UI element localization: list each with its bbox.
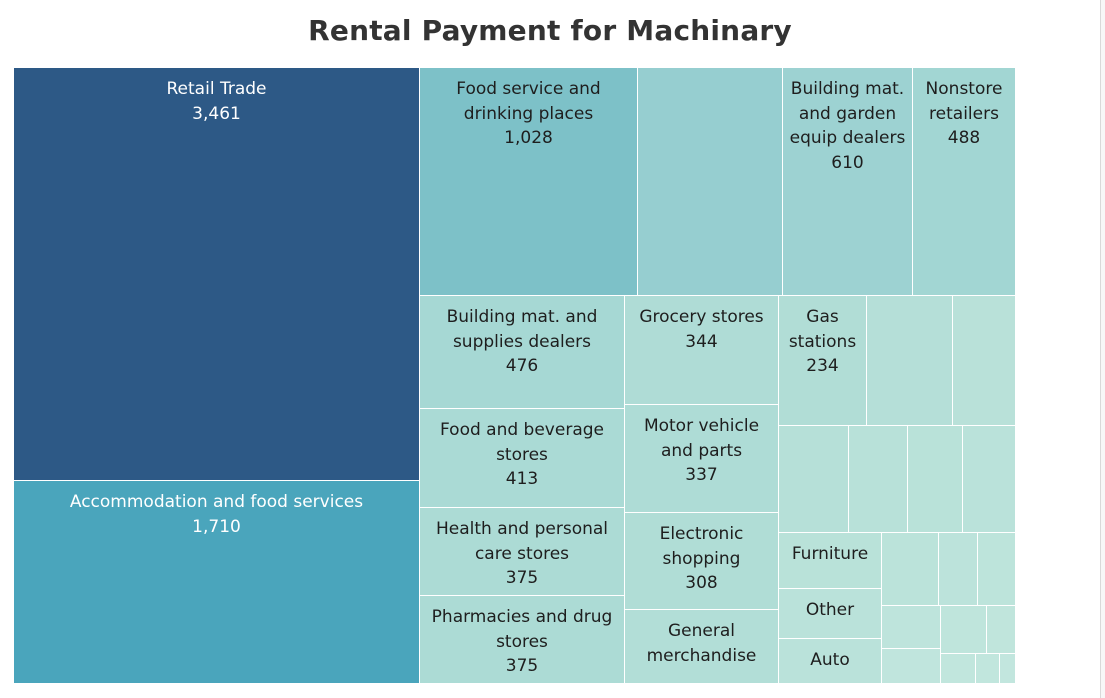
tile-label: Nonstore retailers 488 [917, 77, 1011, 151]
tile-name-line: Grocery stores [639, 307, 764, 327]
tile-name-line: Health and personal [435, 519, 609, 539]
tile-value: 375 [505, 568, 539, 588]
tile-name-line: merchandise [646, 645, 757, 666]
tile-label: Building mat. and garden equip dealers 610 [787, 77, 908, 175]
treemap-tile-unlabeled-3[interactable] [638, 68, 783, 296]
tile-label: Auto [783, 648, 877, 673]
treemap-tile-food-service-and-drinking-places[interactable]: Food service and drinking places 1,028 [420, 68, 638, 296]
tile-label: Food and beverage stores 413 [424, 418, 620, 492]
tile-value: 1,710 [192, 516, 241, 537]
tile-name-line: Accommodation and food services [69, 492, 364, 512]
tile-label: General merchandise [629, 619, 774, 668]
treemap-tile-accommodation-and-food-services[interactable]: Accommodation and food services 1,710 [14, 481, 420, 684]
treemap-tile-food-and-beverage-stores[interactable]: Food and beverage stores 413 [420, 409, 625, 508]
tile-value: 375 [505, 656, 539, 676]
treemap-tile-other[interactable]: Other [779, 589, 882, 639]
tile-name-line: drinking places [463, 103, 594, 124]
tile-label: Grocery stores 344 [629, 305, 774, 354]
treemap-tile-pharmacies-and-drug-stores[interactable]: Pharmacies and drug stores 375 [420, 596, 625, 684]
tile-name-line: care stores [474, 543, 570, 564]
tile-name-line: Pharmacies and drug [431, 607, 613, 627]
tile-label: Retail Trade 3,461 [18, 77, 415, 126]
tile-name-line: Other [805, 600, 855, 620]
tile-label: Other [783, 598, 877, 623]
treemap-tile-unlabeled-31[interactable] [941, 654, 976, 684]
tile-name-line: General [668, 621, 735, 641]
treemap-tile-unlabeled-20[interactable] [963, 426, 1016, 533]
tile-name-line: stores [496, 444, 548, 465]
treemap-tile-unlabeled-10[interactable] [953, 296, 1016, 426]
tile-label: Motor vehicle and parts 337 [629, 414, 774, 488]
treemap-tile-building-mat-and-supplies-dealers[interactable]: Building mat. and supplies dealers 476 [420, 296, 625, 409]
tile-name-line: Gas [806, 307, 839, 327]
tile-value: 488 [947, 128, 981, 148]
treemap-tile-unlabeled-30[interactable] [882, 649, 941, 684]
tile-value: 344 [685, 331, 718, 352]
tile-name-line: Building mat. [790, 79, 905, 99]
tile-name-line: retailers [929, 103, 999, 124]
tile-name-line: stores [496, 631, 548, 652]
treemap-tile-unlabeled-28[interactable] [941, 606, 987, 654]
treemap-tile-unlabeled-29[interactable] [987, 606, 1016, 654]
tile-name-line: shopping [662, 548, 741, 569]
treemap-tile-health-and-personal-care-stores[interactable]: Health and personal care stores 375 [420, 508, 625, 596]
tile-value: 610 [831, 152, 864, 173]
treemap-tile-gas-stations[interactable]: Gas stations 234 [779, 296, 867, 426]
tile-name-line: Food service and [456, 79, 601, 99]
tile-value: 3,461 [192, 103, 241, 124]
treemap-tile-motor-vehicle-and-parts[interactable]: Motor vehicle and parts 337 [625, 405, 779, 513]
tile-label: Building mat. and supplies dealers 476 [424, 305, 620, 379]
treemap-tile-retail-trade[interactable]: Retail Trade 3,461 [14, 68, 420, 481]
tile-label: Pharmacies and drug stores 375 [424, 605, 620, 679]
treemap-tile-electronic-shopping[interactable]: Electronic shopping 308 [625, 513, 779, 610]
treemap-tile-auto[interactable]: Auto [779, 639, 882, 684]
chart-title: Rental Payment for Machinary [308, 14, 792, 47]
treemap-tile-unlabeled-17[interactable] [779, 426, 849, 533]
tile-name-line: Retail Trade [166, 79, 267, 99]
tile-value: 337 [685, 465, 718, 485]
tile-name-line: Electronic [659, 524, 744, 544]
tile-name-line: Furniture [791, 544, 869, 564]
tile-label: Electronic shopping 308 [629, 522, 774, 596]
tile-label: Food service and drinking places 1,028 [424, 77, 633, 151]
treemap-tile-unlabeled-24[interactable] [978, 533, 1016, 606]
tile-value: 308 [685, 573, 718, 593]
treemap-tile-unlabeled-23[interactable] [939, 533, 978, 606]
vertical-scrollbar[interactable] [1100, 0, 1105, 698]
treemap-tile-unlabeled-27[interactable] [882, 606, 941, 649]
tile-value: 476 [505, 356, 539, 376]
treemap-tile-general-merchandise[interactable]: General merchandise [625, 610, 779, 684]
treemap-tile-building-mat-and-garden-equip-dealers[interactable]: Building mat. and garden equip dealers 610 [783, 68, 913, 296]
treemap-tile-nonstore-retailers[interactable]: Nonstore retailers 488 [913, 68, 1016, 296]
tile-value: 1,028 [504, 128, 553, 148]
tile-label: Accommodation and food services 1,710 [18, 490, 415, 539]
treemap-tile-unlabeled-9[interactable] [867, 296, 953, 426]
tile-name-line: equip dealers [789, 128, 906, 148]
tile-label: Furniture [783, 542, 877, 567]
treemap-tile-unlabeled-19[interactable] [908, 426, 963, 533]
treemap-tile-unlabeled-32[interactable] [976, 654, 1000, 684]
tile-label: Health and personal care stores 375 [424, 517, 620, 591]
tile-name-line: Building mat. and [446, 307, 598, 327]
tile-value: 234 [806, 356, 839, 376]
tile-name-line: and garden [798, 103, 897, 124]
treemap-tile-grocery-stores[interactable]: Grocery stores 344 [625, 296, 779, 405]
tile-label: Gas stations 234 [783, 305, 862, 379]
tile-name-line: and parts [660, 440, 743, 461]
treemap-tile-unlabeled-18[interactable] [849, 426, 908, 533]
treemap-tile-furniture[interactable]: Furniture [779, 533, 882, 589]
tile-name-line: supplies dealers [452, 331, 592, 352]
tile-name-line: Motor vehicle [643, 416, 760, 436]
treemap-tile-unlabeled-22[interactable] [882, 533, 939, 606]
tile-value: 413 [505, 469, 539, 489]
tile-name-line: Auto [810, 650, 850, 670]
treemap-tile-unlabeled-33[interactable] [1000, 654, 1016, 684]
tile-name-line: stations [788, 331, 857, 352]
tile-name-line: Nonstore [925, 79, 1003, 99]
tile-name-line: Food and beverage [440, 420, 604, 440]
